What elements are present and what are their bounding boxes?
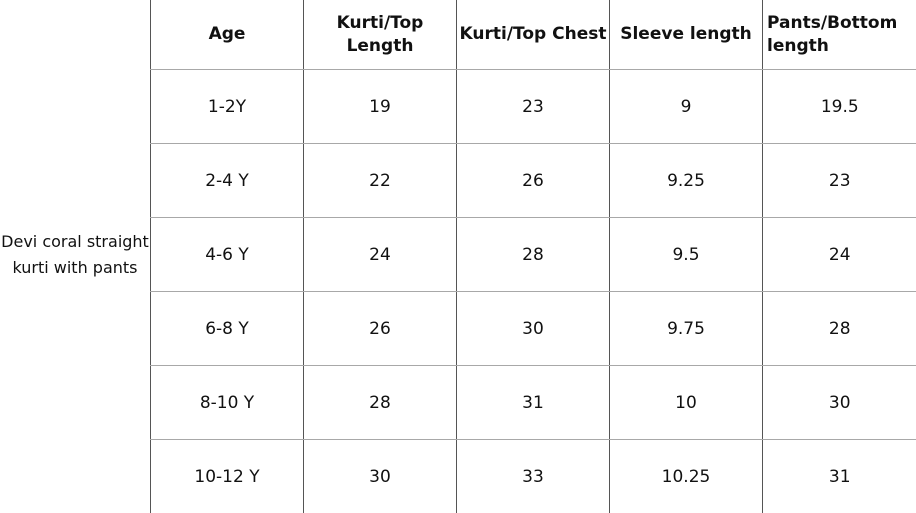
cell-age: 8-10 Y [151, 366, 304, 440]
cell-kurti-length: 30 [304, 440, 457, 513]
header-kurti-chest: Kurti/Top Chest [457, 0, 610, 70]
cell-sleeve-length: 9.75 [610, 292, 763, 366]
cell-pants-length: 23 [763, 144, 916, 218]
cell-sleeve-length: 9 [610, 70, 763, 144]
cell-sleeve-length: 10.25 [610, 440, 763, 513]
cell-pants-length: 24 [763, 218, 916, 292]
header-sleeve-length: Sleeve length [610, 0, 763, 70]
product-label: Devi coral straight kurti with pants [0, 218, 150, 292]
cell-age: 1-2Y [151, 70, 304, 144]
product-label-text: Devi coral straight kurti with pants [0, 229, 150, 281]
cell-sleeve-length: 9.25 [610, 144, 763, 218]
size-chart-table: Age Kurti/Top Length Kurti/Top Chest Sle… [150, 0, 916, 513]
cell-kurti-length: 28 [304, 366, 457, 440]
cell-pants-length: 31 [763, 440, 916, 513]
cell-kurti-length: 19 [304, 70, 457, 144]
cell-age: 6-8 Y [151, 292, 304, 366]
cell-kurti-chest: 28 [457, 218, 610, 292]
cell-age: 10-12 Y [151, 440, 304, 513]
cell-kurti-chest: 30 [457, 292, 610, 366]
cell-pants-length: 28 [763, 292, 916, 366]
header-pants-length: Pants/Bottom length [763, 0, 916, 70]
cell-pants-length: 30 [763, 366, 916, 440]
header-kurti-length: Kurti/Top Length [304, 0, 457, 70]
cell-pants-length: 19.5 [763, 70, 916, 144]
header-age: Age [151, 0, 304, 70]
cell-kurti-chest: 33 [457, 440, 610, 513]
cell-kurti-chest: 23 [457, 70, 610, 144]
cell-kurti-length: 26 [304, 292, 457, 366]
cell-sleeve-length: 10 [610, 366, 763, 440]
cell-kurti-chest: 26 [457, 144, 610, 218]
cell-kurti-length: 22 [304, 144, 457, 218]
cell-kurti-length: 24 [304, 218, 457, 292]
cell-kurti-chest: 31 [457, 366, 610, 440]
cell-age: 2-4 Y [151, 144, 304, 218]
cell-sleeve-length: 9.5 [610, 218, 763, 292]
cell-age: 4-6 Y [151, 218, 304, 292]
header-row: Age Kurti/Top Length Kurti/Top Chest Sle… [151, 0, 916, 70]
